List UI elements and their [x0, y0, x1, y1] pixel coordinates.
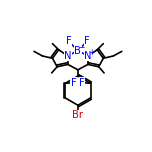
Text: −: −: [78, 43, 85, 52]
Text: N: N: [64, 51, 72, 61]
Text: B: B: [74, 46, 81, 56]
Text: F: F: [66, 36, 72, 46]
Text: F: F: [84, 36, 90, 46]
Text: Br: Br: [72, 110, 83, 120]
Text: F: F: [71, 78, 77, 88]
Text: N: N: [84, 51, 92, 61]
Text: +: +: [89, 48, 95, 57]
Text: F: F: [79, 78, 85, 88]
